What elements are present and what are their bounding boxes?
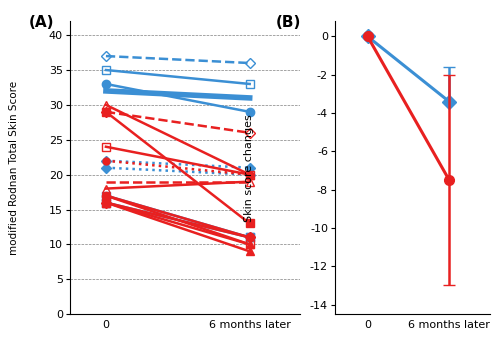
Y-axis label: modified Rodnan Total Skin Score: modified Rodnan Total Skin Score [10, 80, 20, 255]
Text: (B): (B) [276, 15, 301, 30]
Text: (A): (A) [28, 15, 54, 30]
Y-axis label: Skin score changes: Skin score changes [244, 114, 254, 222]
